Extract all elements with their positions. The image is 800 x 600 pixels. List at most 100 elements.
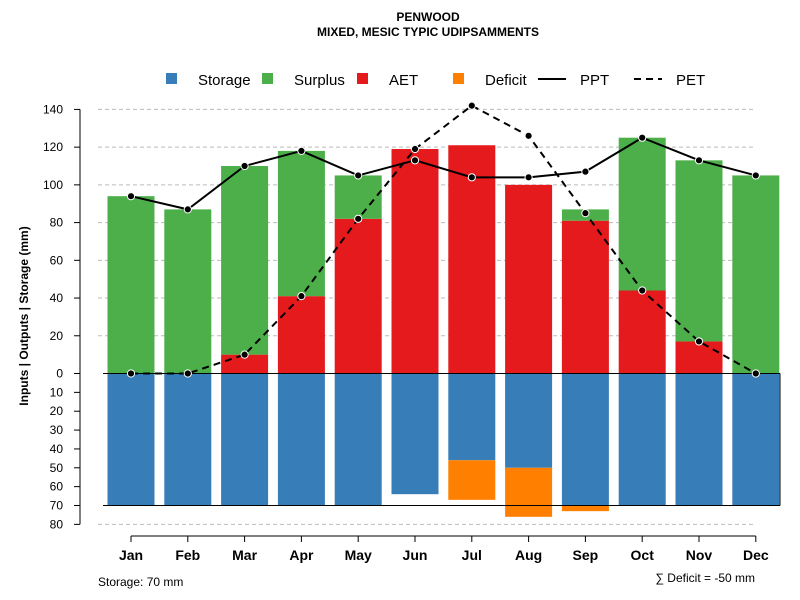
storage-bar	[107, 373, 155, 506]
pet-point	[581, 209, 590, 218]
surplus-bar	[675, 160, 723, 342]
ppt-point	[581, 167, 590, 176]
storage-bar	[221, 373, 269, 506]
ppt-point	[410, 156, 420, 165]
aet-bar	[277, 296, 325, 374]
y-tick-label: 40	[50, 442, 64, 456]
surplus-bar	[334, 175, 382, 219]
y-tick-label: 60	[50, 480, 64, 494]
legend-swatch-surplus	[262, 73, 273, 84]
aet-bar	[505, 184, 553, 374]
storage-bar	[277, 373, 325, 506]
legend-label-surplus: Surplus	[294, 72, 345, 89]
legend-label-pet: PET	[676, 72, 705, 89]
pet-point	[410, 144, 420, 154]
y-tick-label: 80	[50, 517, 64, 531]
legend-label-aet: AET	[389, 72, 418, 89]
pet-point	[638, 286, 647, 295]
aet-bar	[675, 341, 723, 374]
y-tick-label: 60	[50, 253, 64, 267]
chart-subtitle: MIXED, MESIC TYPIC UDIPSAMMENTS	[317, 25, 539, 39]
pet-point	[694, 337, 704, 346]
legend: Storage Surplus AET Deficit PPT PET	[166, 72, 705, 89]
pet-point	[126, 369, 136, 378]
ppt-point	[524, 173, 533, 182]
storage-bar	[448, 373, 496, 461]
pet-point	[751, 369, 760, 378]
y-tick-label: 30	[50, 423, 64, 437]
deficit-note: ∑ Deficit = -50 mm	[655, 571, 755, 585]
storage-bar	[334, 373, 382, 506]
legend-label-storage: Storage	[198, 72, 251, 89]
y-tick-label: 20	[50, 404, 64, 418]
x-tick-label: Aug	[515, 547, 542, 563]
x-tick-label: Nov	[686, 547, 713, 563]
storage-bar	[618, 373, 666, 506]
aet-bar	[561, 220, 609, 374]
ppt-point	[751, 171, 760, 180]
storage-frame	[103, 373, 781, 506]
legend-label-deficit: Deficit	[485, 72, 528, 89]
x-tick-label: Jun	[403, 547, 428, 563]
pet-point	[524, 131, 533, 140]
aet-bar	[618, 290, 666, 374]
ppt-line	[130, 136, 757, 211]
surplus-bar	[618, 137, 666, 291]
x-tick-label: Oct	[631, 547, 655, 563]
storage-bar	[391, 373, 439, 495]
surplus-bar	[277, 150, 325, 297]
aet-bar	[448, 145, 496, 374]
aet-bar	[334, 218, 382, 374]
x-tick-label: Feb	[175, 547, 200, 563]
storage-note: Storage: 70 mm	[98, 575, 183, 589]
storage-bar	[675, 373, 723, 506]
bars	[107, 137, 780, 517]
ppt-point	[297, 146, 306, 156]
storage-bar	[505, 373, 553, 468]
pet-point	[467, 101, 476, 110]
y-tick-label: 0	[56, 367, 63, 381]
y-tick-label: 40	[50, 291, 64, 305]
ppt-point	[354, 171, 363, 180]
y-tick-label: 140	[43, 102, 63, 116]
legend-swatch-deficit	[453, 73, 464, 84]
deficit-bar	[448, 460, 496, 500]
x-tick-label: Sep	[573, 547, 599, 563]
y-tick-label: 70	[50, 498, 64, 512]
chart-title: PENWOOD	[396, 10, 460, 24]
axes: 0 20 40 60 80 100 120 140 10 20 30 40 50 60 70 80 Jan Feb…	[43, 102, 769, 563]
ppt-point	[638, 133, 647, 142]
ppt-point	[240, 161, 249, 171]
y-tick-label: 20	[50, 329, 64, 343]
pet-point	[183, 369, 192, 378]
x-tick-label: Jan	[119, 547, 143, 563]
series-lines	[126, 101, 760, 378]
pet-point	[240, 350, 249, 359]
legend-swatch-aet	[357, 73, 368, 84]
aet-bar	[221, 354, 269, 374]
x-tick-label: Dec	[743, 547, 769, 563]
y-tick-label: 120	[43, 140, 63, 154]
legend-label-ppt: PPT	[580, 72, 609, 89]
surplus-bar	[107, 196, 155, 374]
deficit-bar	[505, 467, 553, 517]
x-tick-label: Mar	[232, 547, 257, 563]
storage-bar	[732, 373, 780, 506]
surplus-bar	[221, 165, 269, 355]
y-tick-label: 100	[43, 178, 63, 192]
storage-bar	[164, 373, 212, 506]
ppt-point	[694, 156, 704, 165]
x-tick-label: May	[345, 547, 372, 563]
ppt-point	[183, 205, 192, 214]
surplus-bar	[164, 209, 212, 374]
x-tick-label: Apr	[289, 547, 314, 563]
surplus-bar	[732, 175, 780, 374]
x-tick-label: Jul	[462, 547, 482, 563]
ppt-point	[467, 173, 476, 182]
y-tick-label: 80	[50, 216, 64, 230]
y-axis-title: Inputs | Outputs | Storage (mm)	[17, 226, 31, 405]
y-tick-label: 10	[50, 385, 64, 399]
deficit-bar	[561, 505, 609, 512]
legend-swatch-storage	[166, 73, 177, 84]
